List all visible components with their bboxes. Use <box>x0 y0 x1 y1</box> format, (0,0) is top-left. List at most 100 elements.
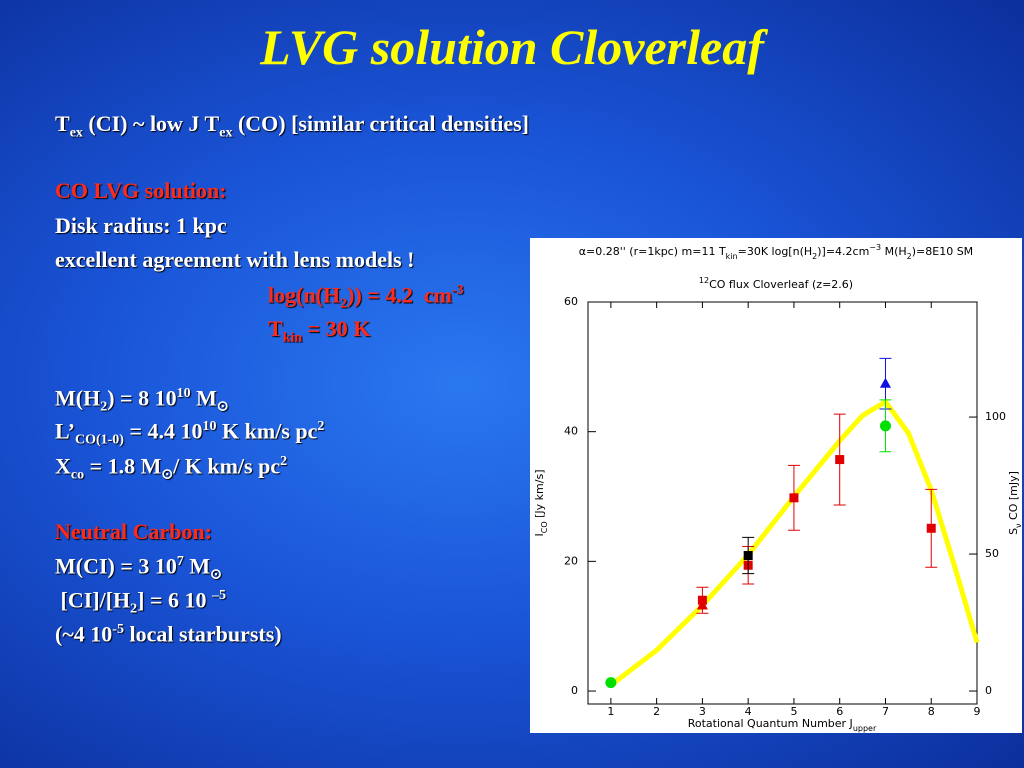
text-segment: (CO) [similar critical densities] <box>232 111 529 136</box>
data-point <box>879 420 891 432</box>
text-segment: 2 <box>340 296 348 312</box>
y2-tick-label: 0 <box>985 684 992 697</box>
text-line: CO LVG solution: <box>55 180 227 202</box>
y2-tick-label: 50 <box>985 547 999 560</box>
text-segment: 12 <box>699 276 709 285</box>
chart-title: 12CO flux Cloverleaf (z=2.6) <box>699 276 853 291</box>
text-segment: log(n(H <box>268 282 341 308</box>
text-segment: (CI) ~ low J T <box>82 111 220 136</box>
x-tick-label: 6 <box>836 705 843 718</box>
text-line: L’CO(1-0) = 4.4 1010 K km/s pc2 <box>55 420 324 448</box>
text-segment: (~4 10 <box>55 621 113 647</box>
text-segment: M(H <box>55 385 101 411</box>
text-segment: T <box>55 111 70 136</box>
text-segment: Neutral Carbon: <box>55 519 213 544</box>
text-segment: 10 <box>202 419 217 434</box>
chart-background <box>530 238 1022 733</box>
text-segment: local starbursts) <box>123 621 282 647</box>
text-segment: 10 <box>176 386 191 401</box>
text-segment: / K km/s pc <box>173 453 281 479</box>
text-line: Xco = 1.8 M⊙/ K km/s pc2 <box>55 455 287 483</box>
text-segment: CO flux Cloverleaf (z=2.6) <box>709 278 853 291</box>
x-tick-label: 1 <box>607 705 614 718</box>
data-point <box>835 455 845 465</box>
y-tick-label: 40 <box>564 425 578 438</box>
text-segment: ex <box>69 125 83 141</box>
text-segment: α=0.28'' (r=1kpc) m=11 T <box>579 245 726 258</box>
chart: α=0.28'' (r=1kpc) m=11 Tkin=30K log[n(H2… <box>530 238 1022 733</box>
y2-tick-label: 100 <box>985 410 1006 423</box>
text-segment: 2 <box>907 252 912 261</box>
y-tick-label: 20 <box>564 554 578 567</box>
data-point <box>789 493 799 503</box>
text-line: Tkin = 30 K <box>268 318 370 345</box>
text-segment: -3 <box>451 283 464 298</box>
text-segment: excellent agreement with lens models ! <box>55 247 415 272</box>
text-segment: )]=4.2cm <box>817 245 869 258</box>
text-segment: M(CI) = 3 10 <box>55 553 177 579</box>
y-tick-label: 60 <box>564 295 578 308</box>
text-segment: ex <box>219 125 233 141</box>
text-segment: Disk radius: 1 kpc <box>55 213 227 238</box>
text-segment: I <box>533 533 546 536</box>
text-segment: = 4.4 10 <box>123 418 203 444</box>
text-segment: ⊙ <box>210 567 222 583</box>
text-segment: K km/s pc <box>216 418 318 444</box>
text-segment: X <box>55 453 71 479</box>
text-segment: co <box>70 467 85 483</box>
x-axis-label: Rotational Quantum Number Jupper <box>688 717 877 733</box>
text-line: Neutral Carbon: <box>55 521 212 543</box>
text-line: Tex (CI) ~ low J Tex (CO) [similar criti… <box>55 113 529 140</box>
y-tick-label: 0 <box>571 684 578 697</box>
text-segment: M <box>183 553 211 579</box>
x-tick-label: 5 <box>790 705 797 718</box>
data-point <box>605 677 617 689</box>
text-segment: kin <box>282 330 303 346</box>
text-segment: [Jy km/s] <box>533 470 546 522</box>
text-segment: CO(1-0) <box>74 432 124 448</box>
text-segment: ν <box>1014 523 1022 528</box>
text-line: excellent agreement with lens models ! <box>55 249 414 271</box>
text-segment: = 30 K <box>302 316 371 341</box>
text-segment: ⊙ <box>161 467 174 483</box>
x-tick-label: 9 <box>974 705 981 718</box>
text-segment: 7 <box>176 554 184 569</box>
text-segment: 2 <box>812 252 817 261</box>
text-segment: CO [mJy] <box>1007 471 1020 523</box>
x-tick-label: 4 <box>745 705 752 718</box>
text-segment: CO LVG solution: <box>55 178 227 203</box>
x-tick-label: 3 <box>699 705 706 718</box>
text-line: [CI]/[H2] = 6 10 –5 <box>55 587 227 617</box>
text-segment: 2 <box>280 454 288 469</box>
text-segment: T <box>268 316 283 341</box>
text-segment: CO <box>540 521 549 533</box>
x-tick-label: 7 <box>882 705 889 718</box>
text-segment: -5 <box>112 622 124 637</box>
text-segment: 2 <box>100 399 108 415</box>
text-line: (~4 10-5 local starbursts) <box>55 623 282 645</box>
text-segment: Rotational Quantum Number J <box>688 717 853 730</box>
plot-frame <box>587 301 978 705</box>
text-line: M(H2) = 8 1010 M⊙ <box>55 387 229 415</box>
x-tick-label: 2 <box>653 705 660 718</box>
slide-title: LVG solution Cloverleaf <box>260 19 764 75</box>
text-line: log(n(H2)) = 4.2 cm-3 <box>268 284 464 312</box>
data-point <box>696 599 708 610</box>
text-segment: S <box>1007 528 1020 535</box>
text-segment: 2 <box>317 419 325 434</box>
text-segment: ) = 8 10 <box>107 385 177 411</box>
text-segment: –5 <box>212 588 227 603</box>
x-tick-label: 8 <box>928 705 935 718</box>
chart-header: α=0.28'' (r=1kpc) m=11 Tkin=30K log[n(H2… <box>579 243 973 261</box>
text-segment: kin <box>726 252 738 261</box>
data-point <box>743 551 753 561</box>
data-point <box>926 523 936 533</box>
text-segment: M <box>190 385 217 411</box>
text-segment: = 1.8 M <box>84 453 162 479</box>
text-segment: ] = 6 10 <box>137 587 213 613</box>
text-segment: )) = 4.2 cm <box>347 282 452 308</box>
text-segment: 2 <box>130 601 138 617</box>
text-segment: =30K log[n(H <box>738 245 813 258</box>
y-axis-label: ICO [Jy km/s] <box>533 470 549 537</box>
